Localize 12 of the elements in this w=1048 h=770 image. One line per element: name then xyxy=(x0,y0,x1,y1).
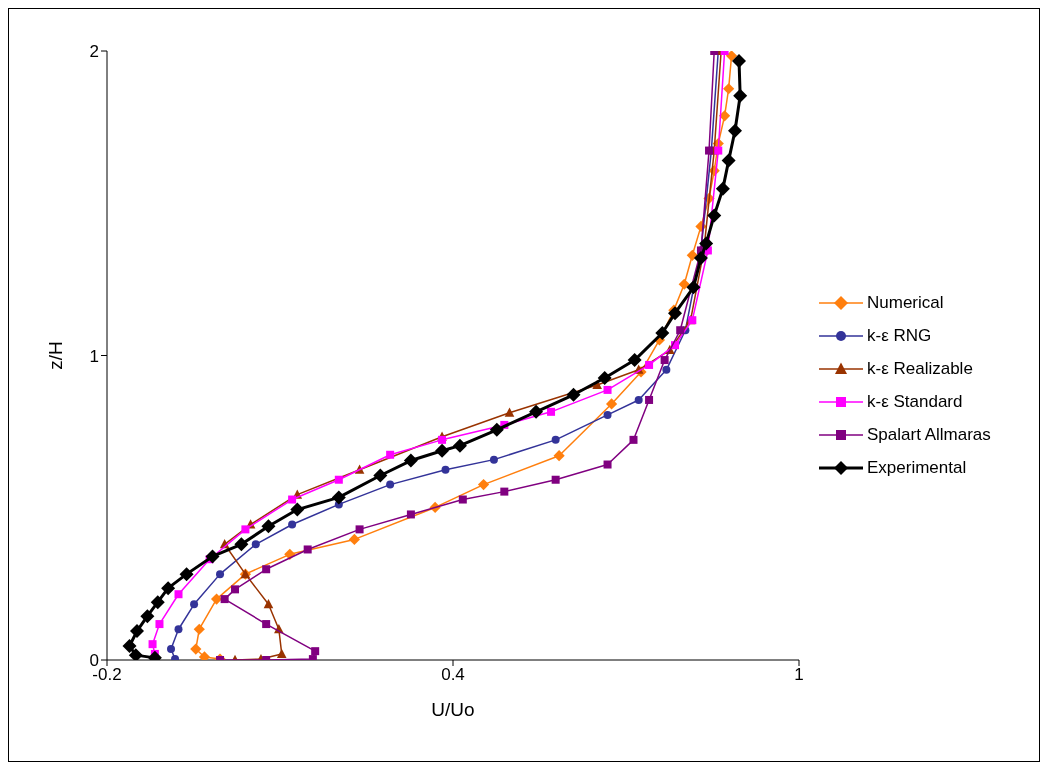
y-axis-title: z/H xyxy=(44,341,66,370)
y-tick-label: 1 xyxy=(89,346,99,366)
legend-label: Spalart Allmaras xyxy=(867,424,991,445)
legend-label: k-ε RNG xyxy=(867,325,932,346)
legend-label: Numerical xyxy=(867,292,944,313)
y-tick-label: 2 xyxy=(89,42,99,62)
legend-label: k-ε Realizable xyxy=(867,358,973,379)
x-axis-title: U/Uo xyxy=(431,699,475,720)
x-tick-label: 0.4 xyxy=(441,665,465,685)
legend-label: k-ε Standard xyxy=(867,391,963,412)
legend-label: Experimental xyxy=(867,457,967,478)
x-tick-label: 1 xyxy=(794,665,804,685)
